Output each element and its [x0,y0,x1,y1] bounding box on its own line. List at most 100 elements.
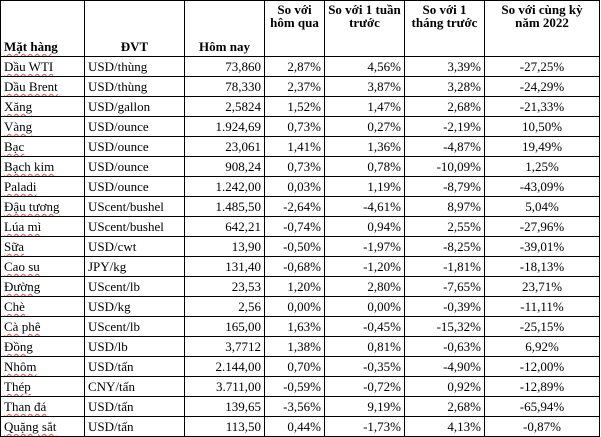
change-vs-year: 5,04% [484,196,600,217]
change-vs-year: 1,25% [484,156,600,177]
table-row: Đường UScent/lb 23,53 1,20% 2,80% -7,65% 23,71… [0,276,600,297]
change-vs-week: -1,73% [324,416,405,437]
change-vs-month: -15,32% [404,316,485,337]
change-vs-yesterday: 2,87% [264,56,325,77]
change-vs-week: 0,81% [324,336,405,357]
change-vs-month: 2,68% [404,396,485,417]
unit-cell: USD/lb [84,336,185,357]
change-vs-week: 0,27% [324,116,405,137]
change-vs-yesterday: -0,50% [264,236,325,257]
change-vs-month: -8,25% [404,236,485,257]
change-vs-yesterday: 0,73% [264,116,325,137]
today-price: 2.144,00 [184,356,265,377]
change-vs-month: 3,28% [404,76,485,97]
change-vs-year: -65,94% [484,396,600,417]
change-vs-month: -0,63% [404,336,485,357]
today-price: 2,56 [184,296,265,317]
change-vs-month: -2,19% [404,116,485,137]
change-vs-year: -27,96% [484,216,600,237]
unit-cell: USD/cwt [84,236,185,257]
commodity-name: Paladi [0,176,85,197]
change-vs-month: 2,68% [404,96,485,117]
today-price: 1.242,00 [184,176,265,197]
change-vs-year: 19,49% [484,136,600,157]
change-vs-week: 1,19% [324,176,405,197]
table-row: Cao su JPY/kg 131,40 -0,68% -1,20% -1,81% -18,… [0,256,600,277]
commodity-name: Dầu Brent [0,76,85,97]
change-vs-week: 2,80% [324,276,405,297]
change-vs-month: -4,87% [404,136,485,157]
change-vs-month: -4,90% [404,356,485,377]
change-vs-yesterday: 0,03% [264,176,325,197]
today-price: 3,7712 [184,336,265,357]
change-vs-month: -8,79% [404,176,485,197]
header-today: Hôm nay [184,0,265,57]
table-row: Vàng USD/ounce 1.924,69 0,73% 0,27% -2,19% 10,… [0,116,600,137]
commodity-name: Bạch kim [0,156,85,177]
change-vs-yesterday: -0,59% [264,376,325,397]
change-vs-week: 0,00% [324,296,405,317]
unit-cell: USD/gallon [84,96,185,117]
table-row: Bạch kim USD/ounce 908,24 0,73% 0,78% -10,09%… [0,156,600,177]
change-vs-week: 9,19% [324,396,405,417]
change-vs-yesterday: 1,41% [264,136,325,157]
unit-cell: UScent/lb [84,316,185,337]
commodity-name: Than đá [0,396,85,417]
today-price: 908,24 [184,156,265,177]
change-vs-week: 3,87% [324,76,405,97]
change-vs-year: -25,15% [484,316,600,337]
header-unit: ĐVT [84,0,185,57]
change-vs-week: -0,72% [324,376,405,397]
commodity-name: Đậu tương [0,196,85,217]
unit-cell: USD/ounce [84,156,185,177]
change-vs-year: -18,13% [484,256,600,277]
table-header: Mặt hàng ĐVT Hôm nay So với hôm qua So v… [0,0,600,57]
change-vs-yesterday: 2,37% [264,76,325,97]
commodity-name: Bạc [0,136,85,157]
change-vs-week: -0,45% [324,316,405,337]
change-vs-yesterday: 0,73% [264,156,325,177]
unit-cell: UScent/bushel [84,216,185,237]
change-vs-year: 6,92% [484,336,600,357]
table-row: Paladi USD/ounce 1.242,00 0,03% 1,19% -8,79% -… [0,176,600,197]
table-row: Dầu Brent USD/thùng 78,330 2,37% 3,87% 3,28% -… [0,76,600,97]
change-vs-month: -7,65% [404,276,485,297]
unit-cell: USD/ounce [84,116,185,137]
unit-cell: USD/ounce [84,136,185,157]
change-vs-week: 4,56% [324,56,405,77]
unit-cell: USD/tấn [84,356,185,377]
header-vs-year: So với cùng kỳ năm 2022 [484,0,600,57]
table-row: Chè USD/kg 2,56 0,00% 0,00% -0,39% -11,11% [0,296,600,317]
today-price: 73,860 [184,56,265,77]
today-price: 3.711,00 [184,376,265,397]
commodity-name: Thép [0,376,85,397]
table-row: Đậu tương UScent/bushel 1.485,50 -2,64% -4,6… [0,196,600,217]
header-vs-week: So với 1 tuần trước [324,0,405,57]
header-row: Mặt hàng ĐVT Hôm nay So với hôm qua So v… [0,0,600,57]
today-price: 23,061 [184,136,265,157]
table-row: Thép CNY/tấn 3.711,00 -0,59% -0,72% 0,92% -12,… [0,376,600,397]
commodity-name: Đường [0,276,85,297]
change-vs-yesterday: 1,52% [264,96,325,117]
unit-cell: USD/thùng [84,56,185,77]
change-vs-year: -27,25% [484,56,600,77]
change-vs-year: 23,71% [484,276,600,297]
today-price: 23,53 [184,276,265,297]
today-price: 78,330 [184,76,265,97]
change-vs-yesterday: -0,74% [264,216,325,237]
today-price: 1.485,50 [184,196,265,217]
change-vs-yesterday: 1,38% [264,336,325,357]
change-vs-year: -39,01% [484,236,600,257]
change-vs-week: -0,35% [324,356,405,377]
unit-cell: UScent/bushel [84,196,185,217]
change-vs-week: 0,94% [324,216,405,237]
today-price: 131,40 [184,256,265,277]
commodity-name: Sữa [0,236,85,257]
table-row: Xăng USD/gallon 2,5824 1,52% 1,47% 2,68% -21,3… [0,96,600,117]
change-vs-year: -24,29% [484,76,600,97]
commodity-name: Dầu WTI [0,56,85,77]
change-vs-month: -1,81% [404,256,485,277]
table-body: Dầu WTI USD/thùng 73,860 2,87% 4,56% 3,39% -27… [0,56,600,437]
